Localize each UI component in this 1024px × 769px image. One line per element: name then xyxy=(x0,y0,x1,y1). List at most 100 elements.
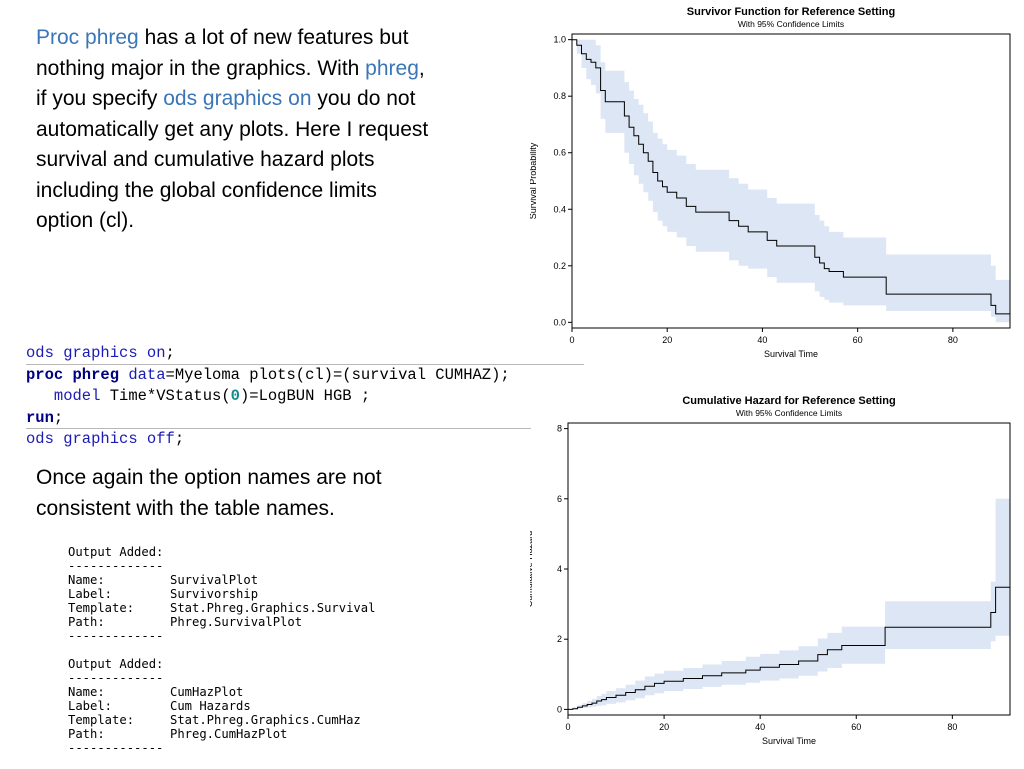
output-key: Label: xyxy=(68,587,113,601)
y-tick-label: 2 xyxy=(557,634,562,644)
x-tick-label: 60 xyxy=(853,335,863,345)
output-value: CumHazPlot xyxy=(170,685,244,699)
code-token: Time*VStatus( xyxy=(100,387,231,405)
output-block: Output Added: ------------- Name: SurvivalP… xyxy=(68,545,375,643)
output-header: Output Added: xyxy=(68,545,164,559)
output-key: Template: xyxy=(68,601,135,615)
chart-title: Cumulative Hazard for Reference Setting xyxy=(682,395,895,407)
confidence-band xyxy=(568,498,1010,710)
code-token: data xyxy=(128,365,166,384)
intro-keyword: Proc phreg xyxy=(36,26,139,49)
code-line: model Time*VStatus(0)=LogBUN HGB ; xyxy=(26,386,586,408)
code-token xyxy=(119,366,128,384)
code-token: ; xyxy=(174,430,185,448)
code-token: model xyxy=(53,387,101,405)
survivor-function-svg: 0 20 40 60 80 0.0 0.2 0.4 0.6 0.8 1.0 Survivor Func… xyxy=(530,6,1011,359)
output-key: Template: xyxy=(68,713,135,727)
chart-subtitle: With 95% Confidence Limits xyxy=(736,408,842,418)
code-token: =Myeloma plots(cl)=(survival CUMHAZ); xyxy=(165,365,510,384)
y-tick-label: 0.2 xyxy=(553,261,566,271)
output-header: Output Added: xyxy=(68,657,164,671)
y-tick-label: 0.0 xyxy=(553,317,566,327)
output-key: Path: xyxy=(68,727,105,741)
code-token: 0 xyxy=(230,387,240,405)
output-row: Name: CumHazPlot xyxy=(68,685,375,699)
code-line: ods graphics off; xyxy=(26,429,586,451)
y-tick-label: 8 xyxy=(557,424,562,434)
output-rule: ------------- xyxy=(68,629,164,643)
code-line: ods graphics on; xyxy=(26,343,586,365)
x-tick-label: 40 xyxy=(755,722,765,732)
y-axis-label: Cumulative Hazard xyxy=(530,531,534,608)
sas-log-output: Output Added: ------------- Name: SurvivalP… xyxy=(68,545,375,769)
confidence-band xyxy=(572,39,1010,323)
code-line: run; xyxy=(26,408,586,430)
output-rule: ------------- xyxy=(68,741,164,755)
code-token: ; xyxy=(53,408,64,427)
code-token: run xyxy=(26,408,54,427)
output-value: Stat.Phreg.Graphics.CumHaz xyxy=(170,713,361,727)
x-tick-label: 80 xyxy=(947,722,957,732)
code-line: proc phreg data=Myeloma plots(cl)=(survi… xyxy=(26,365,586,387)
output-value: Cum Hazards xyxy=(170,699,251,713)
output-value: SurvivalPlot xyxy=(170,573,259,587)
y-tick-label: 0 xyxy=(557,704,562,714)
code-token: ; xyxy=(165,344,175,362)
output-key: Label: xyxy=(68,699,113,713)
estimate-step-line xyxy=(572,39,1011,317)
intro-keyword: ods graphics on xyxy=(163,87,312,110)
output-block: Output Added: ------------- Name: CumHazPlo… xyxy=(68,657,375,755)
chart-subtitle: With 95% Confidence Limits xyxy=(738,19,844,29)
x-axis-label: Survival Time xyxy=(764,349,818,359)
code-token xyxy=(26,387,54,405)
intro-paragraph: Proc phreg has a lot of new features but… xyxy=(36,23,436,237)
x-tick-label: 60 xyxy=(851,722,861,732)
chart-title: Survivor Function for Reference Setting xyxy=(687,6,895,18)
estimate-step-line xyxy=(568,551,1011,710)
y-tick-label: 0.6 xyxy=(553,148,566,158)
output-value: Stat.Phreg.Graphics.Survival xyxy=(170,601,376,615)
intro-text: has a lot of new features but nothing ma… xyxy=(36,26,409,80)
cumulative-hazard-chart: 0 20 40 60 80 0 2 4 6 8 Cumulative Hazard for Refe… xyxy=(530,393,1020,763)
output-row: Label: Cum Hazards xyxy=(68,699,375,713)
note-paragraph: Once again the option names are not cons… xyxy=(36,466,382,520)
code-separator-top xyxy=(26,364,584,365)
output-row: Name: SurvivalPlot xyxy=(68,573,375,587)
y-tick-label: 4 xyxy=(557,564,562,574)
code-token: proc phreg xyxy=(26,365,120,384)
y-tick-label: 6 xyxy=(557,494,562,504)
output-row: Label: Survivorship xyxy=(68,587,375,601)
intro-text: , if you specify xyxy=(36,56,425,111)
x-axis-label: Survival Time xyxy=(762,736,816,746)
output-value: Survivorship xyxy=(170,587,259,601)
code-separator-bottom xyxy=(26,428,531,429)
output-value: Phreg.CumHazPlot xyxy=(170,727,288,741)
y-tick-label: 1.0 xyxy=(553,35,566,45)
output-key: Path: xyxy=(68,615,105,629)
sas-code-block: ods graphics on; proc phreg data=Myeloma … xyxy=(26,343,586,451)
y-axis-label: Survival Probability xyxy=(530,142,538,219)
output-value: Phreg.SurvivalPlot xyxy=(170,615,303,629)
output-rule: ------------- xyxy=(68,559,164,573)
x-tick-label: 80 xyxy=(948,335,958,345)
survivor-function-chart: 0 20 40 60 80 0.0 0.2 0.4 0.6 0.8 1.0 Survivor Func… xyxy=(530,4,1020,374)
output-row: Template: Stat.Phreg.Graphics.Survival xyxy=(68,601,375,615)
code-token: )=LogBUN HGB ; xyxy=(239,387,371,405)
output-row: Template: Stat.Phreg.Graphics.CumHaz xyxy=(68,713,375,727)
output-row: Path: Phreg.CumHazPlot xyxy=(68,727,375,741)
code-token: ods graphics off xyxy=(26,430,175,448)
code-token: ods graphics on xyxy=(26,344,166,362)
output-key: Name: xyxy=(68,685,105,699)
y-tick-label: 0.4 xyxy=(553,204,566,214)
output-row: Path: Phreg.SurvivalPlot xyxy=(68,615,375,629)
x-tick-label: 40 xyxy=(757,335,767,345)
x-tick-label: 20 xyxy=(662,335,672,345)
output-key: Name: xyxy=(68,573,105,587)
x-tick-label: 0 xyxy=(565,722,570,732)
x-tick-label: 0 xyxy=(569,335,574,345)
x-tick-label: 20 xyxy=(659,722,669,732)
output-rule: ------------- xyxy=(68,671,164,685)
intro-keyword: phreg xyxy=(365,56,419,80)
intro-text: you do not automatically get any plots. … xyxy=(36,87,429,232)
plot-frame xyxy=(571,33,1011,329)
